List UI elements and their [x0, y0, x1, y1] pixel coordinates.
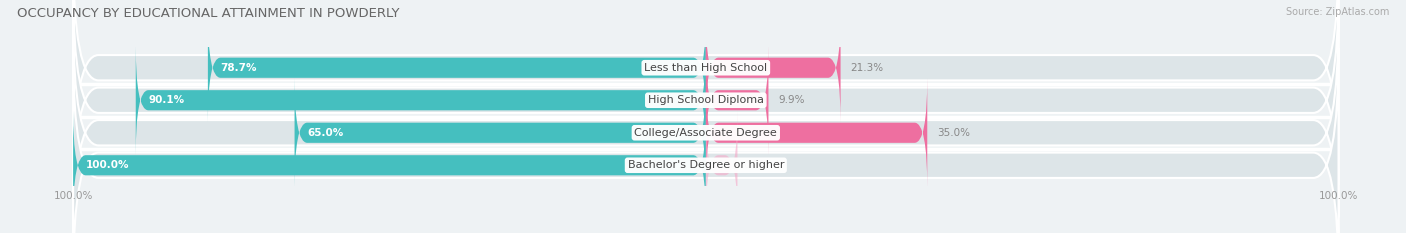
FancyBboxPatch shape	[706, 45, 769, 155]
FancyBboxPatch shape	[73, 0, 1339, 185]
Text: High School Diploma: High School Diploma	[648, 95, 763, 105]
Text: 35.0%: 35.0%	[936, 128, 970, 138]
Text: Less than High School: Less than High School	[644, 63, 768, 73]
Text: OCCUPANCY BY EDUCATIONAL ATTAINMENT IN POWDERLY: OCCUPANCY BY EDUCATIONAL ATTAINMENT IN P…	[17, 7, 399, 20]
Text: 0.0%: 0.0%	[744, 160, 770, 170]
Text: 21.3%: 21.3%	[851, 63, 883, 73]
FancyBboxPatch shape	[295, 78, 706, 188]
FancyBboxPatch shape	[73, 48, 1339, 233]
Text: 90.1%: 90.1%	[149, 95, 184, 105]
Text: College/Associate Degree: College/Associate Degree	[634, 128, 778, 138]
FancyBboxPatch shape	[706, 13, 841, 123]
Text: Source: ZipAtlas.com: Source: ZipAtlas.com	[1285, 7, 1389, 17]
FancyBboxPatch shape	[73, 110, 706, 220]
FancyBboxPatch shape	[73, 0, 1339, 218]
Text: 78.7%: 78.7%	[221, 63, 257, 73]
Text: 65.0%: 65.0%	[307, 128, 343, 138]
FancyBboxPatch shape	[706, 110, 737, 220]
FancyBboxPatch shape	[136, 45, 706, 155]
FancyBboxPatch shape	[73, 15, 1339, 233]
Text: Bachelor's Degree or higher: Bachelor's Degree or higher	[627, 160, 785, 170]
Text: 100.0%: 100.0%	[86, 160, 129, 170]
Text: 9.9%: 9.9%	[778, 95, 804, 105]
FancyBboxPatch shape	[208, 13, 706, 123]
FancyBboxPatch shape	[706, 78, 927, 188]
